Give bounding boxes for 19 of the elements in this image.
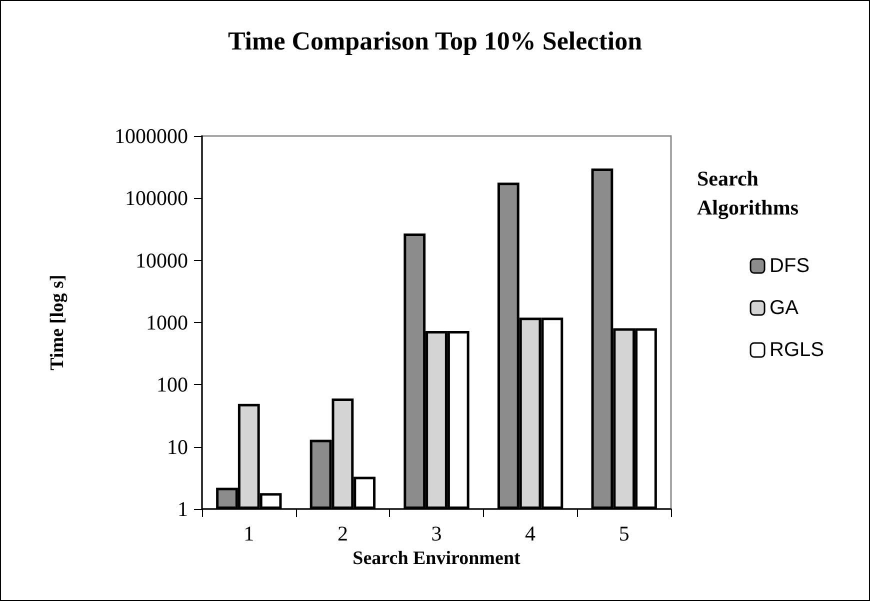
chart-title: Time Comparison Top 10% Selection: [228, 26, 643, 56]
x-tick-label: 5: [618, 522, 630, 546]
x-tick-label: 1: [244, 522, 254, 546]
legend-title: Search Algorithms: [697, 166, 798, 220]
y-tick-label: 10000: [136, 248, 188, 272]
legend-label: DFS: [770, 255, 810, 277]
x-tick-label: 3: [431, 522, 442, 546]
y-tick-label: 10: [167, 434, 188, 459]
legend-label: GA: [770, 297, 800, 319]
y-tick-label: 1000000: [114, 124, 188, 148]
y-tick-label: 1: [178, 497, 188, 521]
y-axis-title: Time [log s]: [47, 274, 68, 370]
x-tick-label: 4: [525, 522, 536, 546]
legend-label: RGLS: [770, 339, 824, 361]
x-tick-label: 2: [337, 522, 348, 546]
x-axis-title: Search Environment: [352, 548, 522, 569]
y-tick-label: 100000: [125, 186, 188, 210]
y-tick-label: 1000: [146, 310, 188, 334]
y-tick-label: 100: [156, 372, 188, 397]
